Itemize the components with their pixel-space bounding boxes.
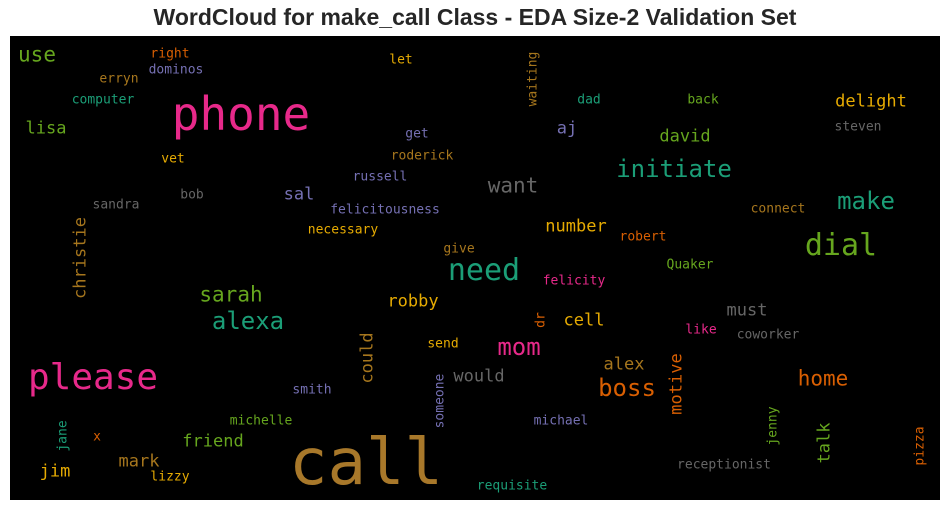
word-call: call <box>288 426 444 500</box>
word-connect: connect <box>750 201 806 217</box>
word-christie: christie <box>70 217 91 299</box>
word-jim: jim <box>39 461 71 482</box>
word-back: back <box>687 92 719 108</box>
word-right: right <box>150 46 190 62</box>
word-dad: dad <box>577 92 601 108</box>
word-jenny: jenny <box>765 406 781 446</box>
word-receptionist: receptionist <box>677 457 771 473</box>
word-phone: phone <box>171 87 311 141</box>
word-talk: talk <box>814 422 835 464</box>
word-want: want <box>487 173 539 198</box>
word-friend: friend <box>182 431 244 452</box>
word-let: let <box>389 52 413 68</box>
word-requisite: requisite <box>476 478 548 494</box>
word-would: would <box>453 366 505 387</box>
chart-title: WordCloud for make_call Class - EDA Size… <box>153 4 797 30</box>
word-jane: jane <box>55 420 71 452</box>
word-michael: michael <box>533 413 589 429</box>
word-motive: motive <box>666 353 687 415</box>
word-get: get <box>405 126 429 142</box>
word-russell: russell <box>352 169 408 185</box>
word-computer: computer <box>71 92 135 108</box>
word-could: could <box>357 332 378 384</box>
word-felicity: felicity <box>542 273 606 289</box>
word-mom: mom <box>497 333 541 361</box>
word-alex: alex <box>603 354 645 375</box>
word-aj: aj <box>556 118 578 139</box>
word-michelle: michelle <box>229 413 293 429</box>
word-lisa: lisa <box>25 118 67 139</box>
word-smith: smith <box>292 382 332 398</box>
word-pizza: pizza <box>912 426 928 466</box>
word-sarah: sarah <box>199 282 263 307</box>
word-please: please <box>27 357 159 398</box>
word-must: must <box>726 300 768 321</box>
word-robert: robert <box>619 229 667 245</box>
word-x: x <box>93 429 101 445</box>
word-vet: vet <box>161 151 185 167</box>
word-give: give <box>443 241 475 257</box>
word-cell: cell <box>563 310 605 331</box>
word-roderick: roderick <box>390 148 454 164</box>
word-david: david <box>659 126 711 147</box>
word-coworker: coworker <box>736 327 800 343</box>
word-home: home <box>797 366 849 391</box>
word-bob: bob <box>180 187 204 203</box>
word-quaker: Quaker <box>666 257 714 273</box>
word-someone: someone <box>432 373 448 429</box>
word-necessary: necessary <box>307 222 379 238</box>
word-robby: robby <box>387 291 439 312</box>
word-boss: boss <box>598 374 656 402</box>
word-waiting: waiting <box>525 51 541 107</box>
word-dial: dial <box>804 228 878 263</box>
word-need: need <box>447 253 521 288</box>
word-dominos: dominos <box>148 62 204 78</box>
word-initiate: initiate <box>616 155 732 183</box>
word-dr: dr <box>533 312 549 328</box>
word-erryn: erryn <box>99 71 139 87</box>
word-sandra: sandra <box>92 197 140 213</box>
word-mark: mark <box>118 451 160 472</box>
word-make: make <box>837 187 895 215</box>
word-like: like <box>685 322 717 338</box>
word-sal: sal <box>283 184 315 205</box>
wordcloud-canvas: call phone please need dial initiate mom alexa b… <box>10 36 940 500</box>
word-lizzy: lizzy <box>150 469 190 485</box>
word-use: use <box>18 42 56 67</box>
word-steven: steven <box>834 119 882 135</box>
word-felicitousness: felicitousness <box>330 202 440 218</box>
word-alexa: alexa <box>211 307 285 335</box>
word-send: send <box>427 336 459 352</box>
word-number: number <box>545 216 607 237</box>
word-delight: delight <box>835 91 907 112</box>
